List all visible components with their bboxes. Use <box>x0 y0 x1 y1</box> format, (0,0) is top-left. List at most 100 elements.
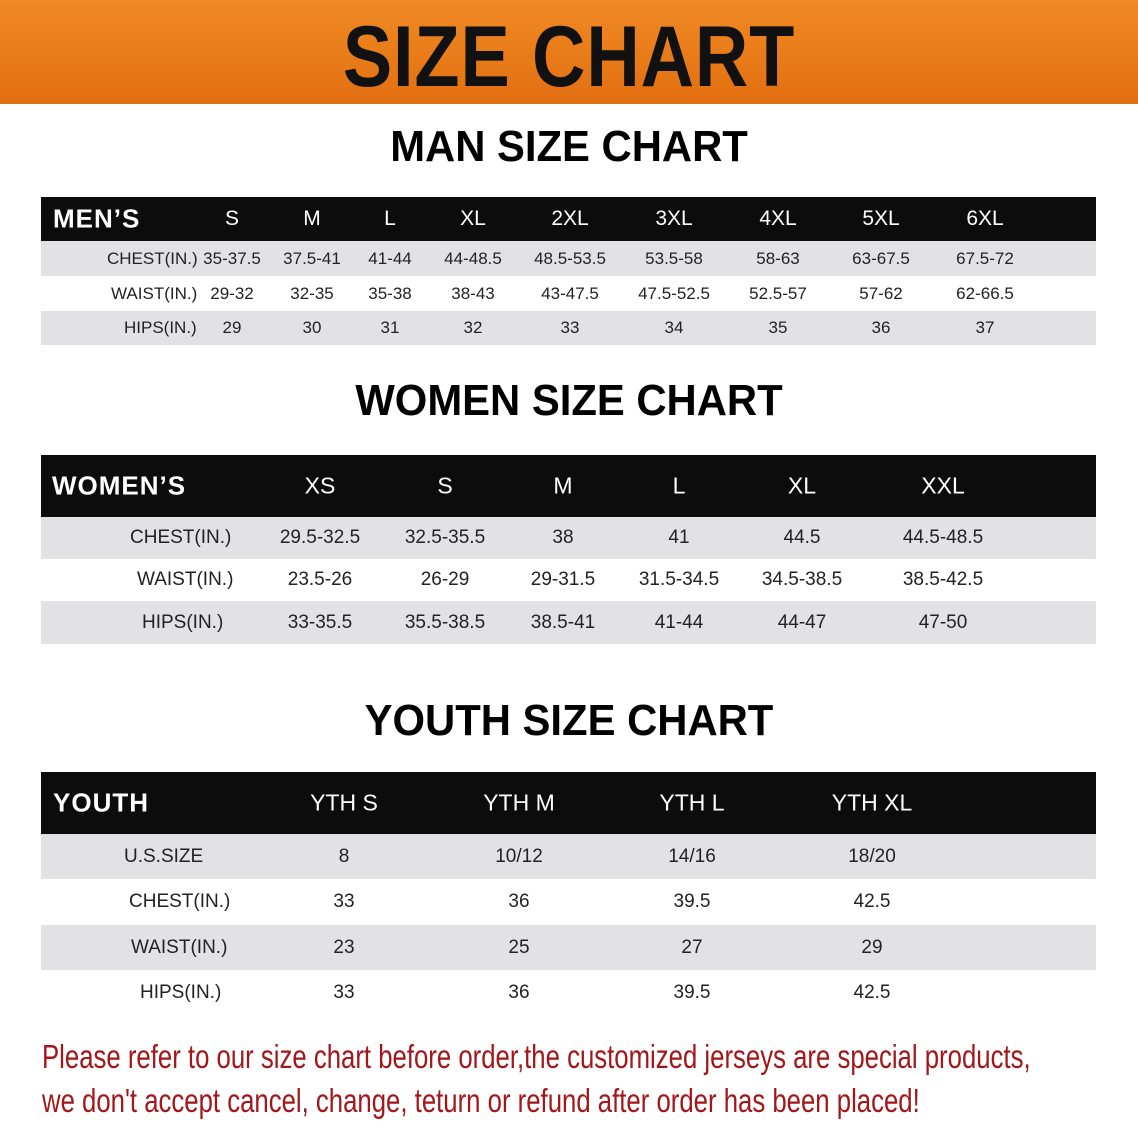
measurement-value: 31 <box>380 318 400 337</box>
measurement-value: 27 <box>681 936 703 958</box>
measurement-value: 8 <box>338 845 350 867</box>
size-header-cell: 4XL <box>759 207 797 230</box>
measurement-value: 33 <box>560 318 580 337</box>
measurement-value: 57-62 <box>859 283 903 303</box>
size-header-cell: YTH S <box>310 789 378 816</box>
youth-size-table: YOUTH YTH S YTH M YTH L YTH XL U.S.SIZE 8 10/12… <box>41 772 1096 1015</box>
table-title-cell: YOUTH <box>53 787 149 818</box>
size-header-cell: XL <box>460 207 486 230</box>
measurement-value: 47-50 <box>918 611 968 633</box>
size-header-cell: 6XL <box>966 207 1004 230</box>
size-header-cell: L <box>672 472 686 499</box>
table-row: CHEST(IN.) 29.5-32.5 32.5-35.5 38 41 44.5 44.5… <box>41 517 1096 559</box>
measurement-value: 32 <box>463 318 483 337</box>
measurement-value: 42.5 <box>853 981 891 1003</box>
measurement-value: 37.5-41 <box>283 248 341 268</box>
women-size-table: WOMEN’S XS S M L XL XXL CHEST(IN.) 29.5-32.5 32.5… <box>41 455 1096 644</box>
measurement-label: U.S.SIZE <box>124 845 204 867</box>
measurement-value: 52.5-57 <box>749 283 807 303</box>
size-header-cell: M <box>553 472 573 499</box>
table-row: WAIST(IN.) 23.5-26 26-29 29-31.5 31.5-34.5 34… <box>41 559 1096 601</box>
measurement-value: 18/20 <box>848 845 896 867</box>
measurement-label: HIPS(IN.) <box>124 318 197 337</box>
table-row: HIPS(IN.) 33 36 39.5 42.5 <box>41 970 1096 1015</box>
measurement-value: 29.5-32.5 <box>279 527 361 548</box>
measurement-value: 44.5 <box>783 527 821 548</box>
measurement-value: 38 <box>552 527 574 548</box>
measurement-value: 32.5-35.5 <box>404 527 486 548</box>
measurement-value: 42.5 <box>853 891 891 912</box>
measurement-value: 23 <box>333 936 355 958</box>
measurement-value: 44.5-48.5 <box>902 527 984 548</box>
measurement-label: WAIST(IN.) <box>137 569 234 590</box>
measurement-value: 44-47 <box>777 611 827 633</box>
table-title-cell: WOMEN’S <box>52 470 187 501</box>
measurement-value: 67.5-72 <box>956 248 1014 268</box>
table-row: WAIST(IN.) 23 25 27 29 <box>41 925 1096 970</box>
size-header-cell: 5XL <box>862 207 900 230</box>
measurement-value: 34.5-38.5 <box>761 569 843 590</box>
policy-notice-line-1: Please refer to our size chart before or… <box>42 1038 1031 1075</box>
measurement-value: 62-66.5 <box>956 283 1014 303</box>
table-title-cell: MEN’S <box>53 203 141 234</box>
women-section-title: WOMEN SIZE CHART <box>355 376 783 425</box>
measurement-label: HIPS(IN.) <box>140 981 222 1003</box>
measurement-value: 35.5-38.5 <box>404 611 486 633</box>
measurement-value: 48.5-53.5 <box>534 248 606 268</box>
size-header-cell: S <box>437 472 453 499</box>
measurement-value: 41-44 <box>368 248 412 268</box>
measurement-value: 33 <box>333 981 355 1003</box>
size-header-cell: M <box>303 207 321 230</box>
policy-notice-line-2: we don't accept cancel, change, teturn o… <box>42 1082 920 1119</box>
size-header-cell: YTH L <box>659 789 725 816</box>
youth-section-title: YOUTH SIZE CHART <box>364 696 774 745</box>
banner-title: SIZE CHART <box>342 9 796 105</box>
table-row: CHEST(IN.) 33 36 39.5 42.5 <box>41 879 1096 925</box>
measurement-value: 34 <box>664 318 684 337</box>
size-header-cell: S <box>224 207 240 230</box>
measurement-value: 32-35 <box>290 283 334 303</box>
table-header-row: WOMEN’S XS S M L XL XXL <box>41 455 1096 517</box>
size-header-cell: L <box>384 207 396 230</box>
measurement-value: 35-38 <box>368 283 412 303</box>
measurement-label: WAIST(IN.) <box>111 283 198 303</box>
men-size-table: MEN’S S M L XL 2XL 3XL 4XL 5XL 6XL CHEST(IN.) 35-37… <box>41 197 1096 345</box>
measurement-value: 53.5-58 <box>645 248 703 268</box>
measurement-label: HIPS(IN.) <box>142 611 224 633</box>
measurement-value: 41 <box>668 527 690 548</box>
measurement-value: 29 <box>222 318 242 337</box>
size-header-cell: 2XL <box>551 207 589 230</box>
measurement-value: 35-37.5 <box>203 248 261 268</box>
measurement-value: 10/12 <box>495 845 543 867</box>
measurement-value: 31.5-34.5 <box>638 569 720 590</box>
measurement-value: 33-35.5 <box>287 611 353 633</box>
measurement-label: CHEST(IN.) <box>129 891 231 912</box>
table-row: CHEST(IN.) 35-37.5 37.5-41 41-44 44-48.5 48.5… <box>41 241 1096 276</box>
size-chart-banner: SIZE CHART <box>0 0 1138 105</box>
size-header-cell: XXL <box>921 472 965 499</box>
measurement-label: CHEST(IN.) <box>107 248 198 268</box>
measurement-value: 36 <box>508 891 530 912</box>
table-header-row: MEN’S S M L XL 2XL 3XL 4XL 5XL 6XL <box>41 197 1096 241</box>
measurement-value: 36 <box>508 981 530 1003</box>
measurement-label: CHEST(IN.) <box>130 527 232 548</box>
measurement-value: 44-48.5 <box>444 248 502 268</box>
measurement-value: 36 <box>871 318 891 337</box>
measurement-value: 35 <box>768 318 788 337</box>
measurement-value: 25 <box>508 936 530 958</box>
measurement-value: 37 <box>975 318 995 337</box>
measurement-value: 38.5-41 <box>530 611 596 633</box>
measurement-value: 47.5-52.5 <box>638 283 710 303</box>
measurement-value: 58-63 <box>756 248 800 268</box>
size-header-cell: 3XL <box>655 207 693 230</box>
measurement-value: 14/16 <box>668 845 716 867</box>
measurement-value: 43-47.5 <box>541 283 599 303</box>
measurement-label: WAIST(IN.) <box>131 936 228 958</box>
measurement-value: 30 <box>302 318 322 337</box>
measurement-value: 39.5 <box>673 981 711 1003</box>
table-row: WAIST(IN.) 29-32 32-35 35-38 38-43 43-47.5 47.… <box>41 276 1096 311</box>
table-row: U.S.SIZE 8 10/12 14/16 18/20 <box>41 834 1096 879</box>
measurement-value: 23.5-26 <box>287 569 353 590</box>
measurement-value: 33 <box>333 891 355 912</box>
table-header-row: YOUTH YTH S YTH M YTH L YTH XL <box>41 772 1096 834</box>
